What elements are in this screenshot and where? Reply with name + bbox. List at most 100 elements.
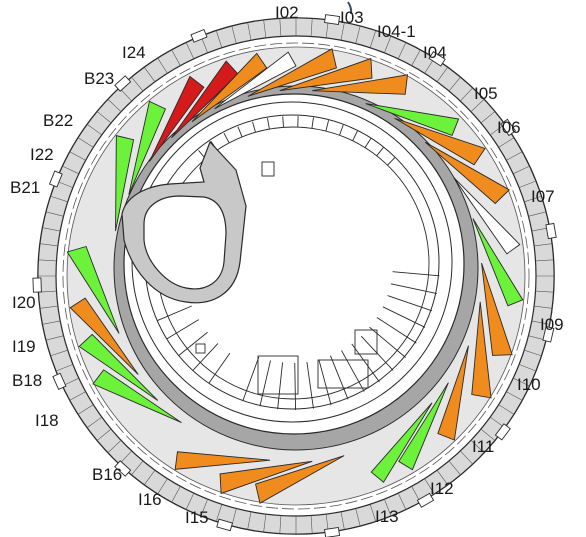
label-I24: I24 bbox=[122, 43, 146, 62]
room-partition bbox=[390, 283, 437, 295]
room-partition bbox=[157, 305, 192, 321]
ring-segment bbox=[46, 335, 64, 341]
room-box bbox=[354, 329, 378, 355]
ring-box bbox=[494, 423, 511, 441]
room-partition bbox=[330, 355, 349, 400]
room-partition bbox=[352, 130, 358, 141]
ring-segment bbox=[498, 137, 514, 148]
beamline-hutch bbox=[149, 75, 205, 162]
label-B23: B23 bbox=[84, 69, 114, 88]
ring-segment bbox=[534, 243, 553, 247]
room-partition bbox=[387, 156, 396, 166]
label-I04-1: I04-1 bbox=[377, 22, 416, 41]
label-I13: I13 bbox=[375, 507, 399, 526]
room-partition bbox=[277, 362, 283, 410]
beamline-hutch bbox=[471, 301, 492, 399]
beamline-hutch bbox=[191, 52, 268, 123]
label-I04: I04 bbox=[423, 43, 447, 62]
ring-box bbox=[216, 518, 233, 532]
ring-segment bbox=[46, 211, 64, 217]
room-partition bbox=[364, 138, 372, 148]
ring-segment bbox=[107, 99, 122, 112]
ring-segment bbox=[78, 404, 94, 415]
ring-segment bbox=[498, 404, 514, 415]
beamline-hutch bbox=[370, 402, 433, 483]
room-partition bbox=[376, 146, 384, 157]
ring-segment bbox=[231, 26, 237, 44]
ring-segment bbox=[534, 305, 553, 309]
ring-segment bbox=[97, 111, 112, 124]
beamline-hutch bbox=[171, 60, 239, 139]
ring-segment bbox=[171, 49, 181, 66]
ring-segment bbox=[460, 450, 473, 465]
ring-segment bbox=[185, 42, 195, 59]
ring-segment bbox=[369, 504, 377, 522]
label-I11: I11 bbox=[472, 437, 494, 456]
ring-box bbox=[190, 28, 208, 43]
room-partition bbox=[392, 271, 440, 277]
room-partition bbox=[294, 362, 297, 410]
ring-segment bbox=[436, 469, 448, 485]
ring-segment bbox=[215, 504, 223, 522]
label-B18: B18 bbox=[12, 371, 42, 390]
beamline-hutch bbox=[247, 48, 337, 97]
ring-segment bbox=[531, 320, 550, 325]
ring-segment bbox=[200, 499, 208, 516]
outer-ring-segments bbox=[38, 18, 554, 534]
beamline-hutch bbox=[481, 262, 513, 356]
room-partition bbox=[325, 120, 329, 132]
ring-segment bbox=[513, 165, 530, 175]
ring-segment bbox=[144, 67, 156, 83]
room-partition bbox=[306, 361, 314, 409]
label-I06: I06 bbox=[497, 118, 521, 137]
booster-linac bbox=[121, 140, 247, 304]
ring-segment bbox=[436, 67, 448, 83]
ring-segment bbox=[340, 511, 345, 530]
ring-segment bbox=[78, 137, 94, 148]
label-I16: I16 bbox=[138, 490, 162, 509]
ring-segment bbox=[384, 36, 392, 53]
ring-segment bbox=[56, 364, 73, 372]
beamline-hutch bbox=[128, 100, 167, 195]
beamline-hutch bbox=[424, 141, 510, 205]
room-box bbox=[257, 355, 299, 395]
ring-segment bbox=[87, 124, 103, 136]
ring-segment bbox=[355, 26, 361, 44]
ring-segment bbox=[310, 515, 313, 534]
room-box bbox=[195, 343, 206, 354]
ring-box bbox=[324, 14, 341, 25]
label-I05: I05 bbox=[474, 84, 498, 103]
ring-segment bbox=[519, 364, 536, 372]
ring-segment bbox=[171, 486, 181, 503]
room-partition bbox=[387, 295, 433, 312]
room-partition bbox=[166, 319, 199, 340]
outer-ring-dashed bbox=[62, 42, 530, 510]
ring-segment bbox=[513, 377, 530, 387]
room-partition bbox=[223, 132, 230, 144]
ring-box bbox=[324, 527, 341, 537]
ring-segment bbox=[524, 349, 542, 357]
label-I15: I15 bbox=[185, 508, 209, 527]
ring-segment bbox=[279, 18, 282, 37]
beamline-hutch bbox=[69, 297, 139, 375]
ring-segment bbox=[535, 259, 554, 262]
ring-box bbox=[542, 326, 555, 343]
ring-segment bbox=[157, 58, 168, 74]
room-partition bbox=[259, 360, 271, 407]
room-partition bbox=[192, 343, 219, 371]
ring-segment bbox=[279, 515, 282, 534]
room-box bbox=[317, 359, 369, 389]
ring-segment bbox=[69, 151, 86, 161]
beamline-hutch bbox=[174, 451, 271, 470]
room-partition bbox=[351, 343, 380, 383]
ring-segment bbox=[411, 49, 421, 66]
ring-segment bbox=[384, 499, 392, 516]
ring-segment bbox=[247, 22, 252, 41]
beamline-hutch bbox=[312, 74, 409, 95]
ring-segment bbox=[397, 493, 407, 510]
beamline-hutch bbox=[66, 245, 120, 334]
beamline-hutch bbox=[214, 51, 297, 110]
ring-segment bbox=[131, 77, 144, 92]
ring-segment bbox=[528, 211, 546, 217]
beamline-hutch bbox=[219, 460, 313, 495]
